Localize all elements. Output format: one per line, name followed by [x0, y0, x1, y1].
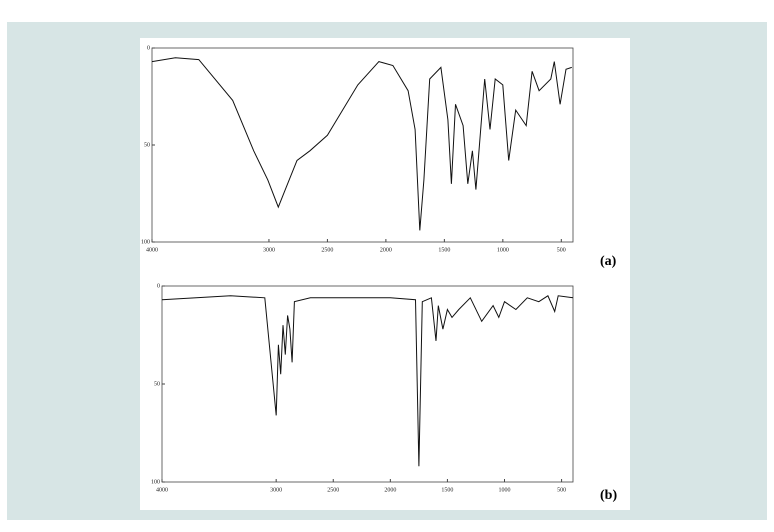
- panel-label: (b): [600, 488, 617, 503]
- x-tick-label: 2500: [321, 247, 333, 253]
- x-tick-label: 1000: [497, 247, 509, 253]
- y-tick-label: 100: [151, 479, 160, 485]
- y-tick-label: 100: [141, 239, 150, 245]
- x-tick-label: 1500: [438, 247, 450, 253]
- x-tick-label: 2000: [380, 247, 392, 253]
- x-tick-label: 500: [557, 247, 566, 253]
- x-tick-label: 4000: [156, 487, 168, 493]
- x-tick-label: 3000: [270, 487, 282, 493]
- x-tick-label: 2000: [384, 487, 396, 493]
- x-tick-label: 500: [557, 487, 566, 493]
- spectrum-line: [161, 295, 574, 467]
- x-tick-label: 3000: [263, 247, 275, 253]
- panel-label: (a): [600, 254, 617, 269]
- y-tick-label: 0: [157, 283, 160, 289]
- panel: [140, 38, 630, 510]
- x-tick-label: 1000: [499, 487, 511, 493]
- spectrum-line: [151, 57, 572, 231]
- y-tick-label: 0: [147, 45, 150, 51]
- x-tick-label: 2500: [327, 487, 339, 493]
- y-tick-label: 50: [144, 142, 150, 148]
- x-tick-label: 4000: [146, 247, 158, 253]
- x-tick-label: 1500: [441, 487, 453, 493]
- y-tick-label: 50: [154, 381, 160, 387]
